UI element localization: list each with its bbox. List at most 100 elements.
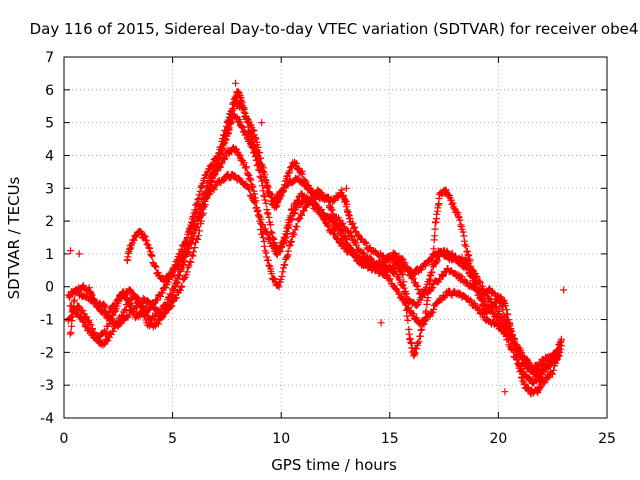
data-point-marker — [256, 162, 264, 170]
data-point-marker — [441, 292, 449, 300]
y-tick-label: 4 — [45, 148, 54, 164]
data-point-marker — [174, 262, 182, 270]
data-point-marker — [404, 316, 412, 324]
data-point-marker — [158, 289, 166, 297]
data-point-marker — [75, 250, 83, 258]
data-point-marker — [133, 303, 141, 311]
data-point-marker — [324, 222, 332, 230]
data-point-marker — [254, 206, 262, 214]
data-point-marker — [273, 251, 281, 259]
data-point-marker — [382, 270, 390, 278]
data-point-marker — [147, 250, 155, 258]
data-point-marker — [125, 311, 133, 319]
data-point-marker — [89, 330, 97, 338]
data-point-marker — [249, 126, 257, 134]
data-point-marker — [292, 160, 300, 167]
data-point-marker — [351, 223, 359, 231]
data-point-marker — [287, 216, 295, 224]
data-point-marker — [466, 257, 474, 265]
data-point-marker — [262, 199, 270, 207]
data-point-marker — [352, 241, 360, 249]
data-point-marker — [400, 278, 408, 286]
data-point-marker — [511, 345, 519, 353]
data-point-marker — [554, 353, 562, 361]
data-point-marker — [557, 345, 565, 353]
data-point-marker — [431, 232, 439, 240]
data-point-marker — [257, 215, 265, 223]
data-point-marker — [294, 164, 302, 172]
data-point-marker — [228, 107, 236, 114]
data-point-marker — [345, 211, 353, 219]
data-point-marker — [428, 268, 436, 276]
data-point-marker — [199, 209, 207, 217]
data-point-marker — [504, 310, 512, 318]
data-point-marker — [260, 242, 268, 250]
data-point-marker — [263, 253, 271, 261]
data-point-marker — [279, 268, 287, 276]
data-point-marker — [180, 275, 188, 283]
data-point-marker — [424, 294, 432, 302]
data-point-marker — [104, 337, 112, 345]
data-point-marker — [259, 168, 267, 176]
data-point-marker — [339, 235, 347, 243]
data-point-marker — [195, 191, 203, 199]
data-point-marker — [100, 300, 108, 308]
data-point-marker — [290, 231, 298, 239]
data-point-marker — [109, 327, 117, 335]
data-point-marker — [467, 262, 475, 270]
x-tick-label: 0 — [60, 431, 69, 447]
data-point-marker — [518, 374, 526, 382]
data-point-marker — [262, 249, 270, 257]
data-point-marker — [444, 190, 452, 198]
data-point-marker — [158, 314, 166, 322]
data-point-marker — [373, 264, 381, 272]
data-point-marker — [175, 272, 183, 280]
data-point-marker — [176, 287, 184, 294]
data-point-marker — [196, 187, 204, 195]
data-point-marker — [183, 240, 191, 248]
data-point-marker — [140, 232, 148, 240]
data-point-marker — [262, 177, 270, 185]
y-tick-label: 6 — [45, 83, 54, 99]
data-point-marker — [190, 248, 198, 256]
data-point-marker — [192, 201, 200, 209]
x-tick-label: 10 — [272, 431, 290, 447]
data-point-marker — [195, 232, 203, 240]
data-point-marker — [328, 206, 336, 214]
data-point-marker — [240, 106, 248, 113]
data-point-marker — [170, 285, 178, 293]
data-point-marker — [143, 240, 151, 248]
data-point-marker — [507, 325, 515, 333]
data-point-marker — [377, 319, 385, 327]
data-point-marker — [67, 247, 74, 255]
data-point-marker — [149, 301, 157, 309]
data-point-marker — [232, 145, 240, 153]
data-point-marker — [520, 380, 528, 388]
data-point-marker — [259, 187, 267, 195]
data-point-marker — [154, 306, 162, 314]
data-point-marker — [247, 176, 255, 184]
data-point-marker — [516, 353, 524, 360]
data-point-marker — [232, 79, 240, 87]
data-point-marker — [391, 250, 399, 258]
data-point-marker — [264, 183, 272, 191]
data-point-marker — [284, 247, 292, 255]
data-point-marker — [207, 177, 215, 185]
data-point-marker — [248, 136, 256, 144]
data-point-marker — [191, 244, 199, 252]
data-point-marker — [169, 292, 177, 299]
data-point-marker — [556, 338, 564, 346]
data-point-marker — [478, 282, 486, 290]
data-point-marker — [195, 227, 203, 235]
data-point-marker — [401, 289, 409, 297]
data-point-marker — [245, 184, 252, 192]
data-point-marker — [425, 287, 433, 295]
data-point-marker — [175, 261, 183, 268]
data-point-marker — [210, 186, 218, 194]
data-point-marker — [79, 307, 87, 315]
data-point-marker — [189, 230, 197, 238]
data-point-marker — [519, 377, 527, 385]
data-point-marker — [243, 118, 251, 126]
data-point-marker — [125, 299, 133, 307]
data-point-marker — [423, 297, 431, 305]
